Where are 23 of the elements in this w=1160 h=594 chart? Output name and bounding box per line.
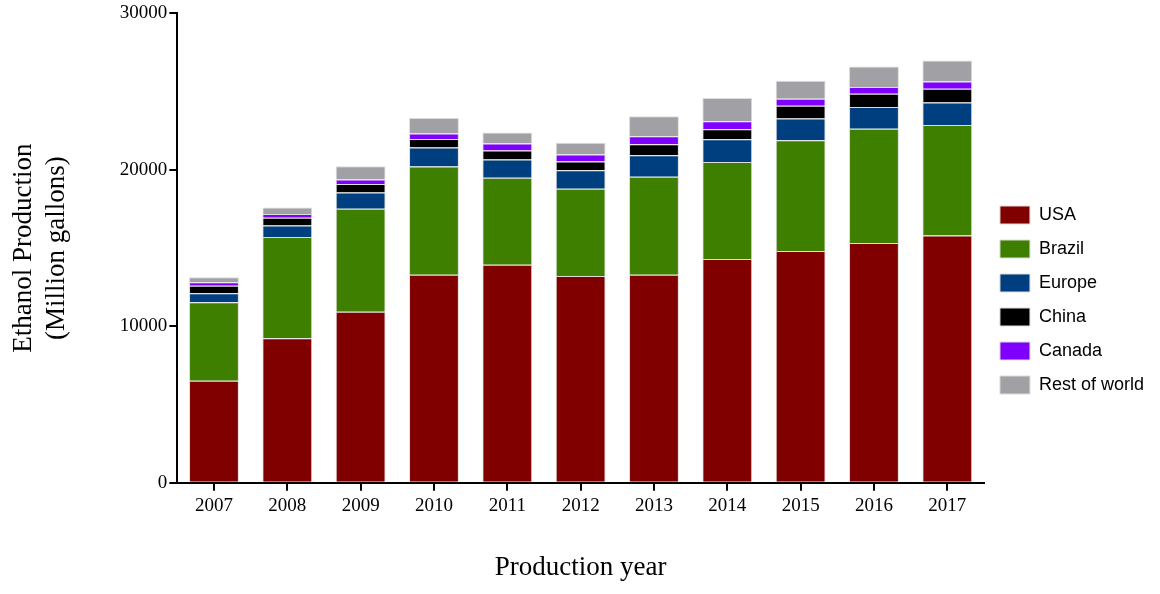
legend-label: Canada: [1038, 339, 1103, 360]
x-tick-label: 2007: [194, 494, 233, 516]
x-tick-label: 2015: [781, 494, 820, 516]
legend-label: Rest of world: [1038, 373, 1145, 394]
legend-label: USA: [1038, 203, 1076, 224]
x-tick-label: 2009: [341, 494, 380, 516]
x-tick-label: 2017: [928, 494, 967, 516]
x-tick-label: 2013: [634, 494, 673, 516]
y-tick-label: 30000: [119, 1, 168, 23]
x-tick-label: 2011: [488, 494, 526, 516]
legend-label: China: [1038, 305, 1087, 326]
x-tick-label: 2008: [268, 494, 307, 516]
x-tick-label: 2016: [854, 494, 893, 516]
legend-label: Brazil: [1038, 237, 1084, 258]
legend-label: Europe: [1038, 271, 1098, 292]
y-tick-label: 20000: [119, 157, 168, 179]
y-tick-label: 0: [157, 470, 168, 492]
x-tick-label: 2014: [708, 494, 747, 516]
x-tick-label: 2010: [414, 494, 453, 516]
y-axis-title: Ethanol Production (Million gallons): [7, 142, 70, 353]
x-tick-label: 2012: [561, 494, 600, 516]
y-tick-label: 10000: [119, 314, 168, 336]
x-axis-title: Production year: [494, 550, 667, 581]
